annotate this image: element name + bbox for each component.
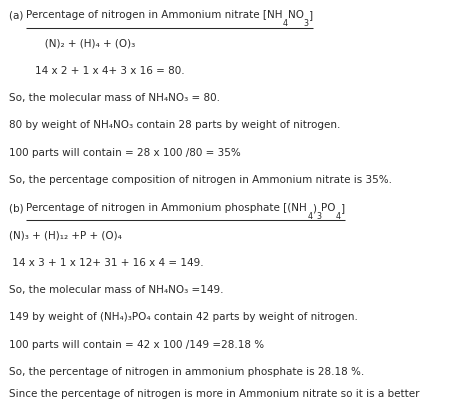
Text: Percentage of nitrogen in Ammonium phosphate [(NH: Percentage of nitrogen in Ammonium phosp… [27, 203, 307, 213]
Text: NO: NO [288, 10, 304, 20]
Text: So, the percentage of nitrogen in ammonium phosphate is 28.18 %.: So, the percentage of nitrogen in ammoni… [9, 366, 364, 376]
Text: (a): (a) [9, 10, 26, 20]
Text: 149 by weight of (NH₄)₃PO₄ contain 42 parts by weight of nitrogen.: 149 by weight of (NH₄)₃PO₄ contain 42 pa… [9, 312, 357, 322]
Text: 100 parts will contain = 28 x 100 /80 = 35%: 100 parts will contain = 28 x 100 /80 = … [9, 147, 240, 157]
Text: 4: 4 [336, 211, 341, 220]
Text: ]: ] [309, 10, 313, 20]
Text: (b): (b) [9, 203, 27, 213]
Text: (N)₂ + (H)₄ + (O)₃: (N)₂ + (H)₄ + (O)₃ [9, 38, 135, 48]
Text: 3: 3 [316, 211, 321, 220]
Text: ): ) [312, 203, 316, 213]
Text: (N)₃ + (H)₁₂ +P + (O)₄: (N)₃ + (H)₁₂ +P + (O)₄ [9, 230, 121, 240]
Text: 14 x 2 + 1 x 4+ 3 x 16 = 80.: 14 x 2 + 1 x 4+ 3 x 16 = 80. [9, 66, 184, 76]
Text: PO: PO [321, 203, 336, 213]
Text: So, the percentage composition of nitrogen in Ammonium nitrate is 35%.: So, the percentage composition of nitrog… [9, 175, 392, 185]
Text: 4: 4 [307, 211, 312, 220]
Text: So, the molecular mass of NH₄NO₃ = 80.: So, the molecular mass of NH₄NO₃ = 80. [9, 93, 219, 103]
Text: 3: 3 [304, 19, 309, 28]
Text: Since the percentage of nitrogen is more in Ammonium nitrate so it is a better: Since the percentage of nitrogen is more… [9, 388, 419, 398]
Text: ]: ] [341, 203, 345, 213]
Text: 80 by weight of NH₄NO₃ contain 28 parts by weight of nitrogen.: 80 by weight of NH₄NO₃ contain 28 parts … [9, 120, 340, 130]
Text: 4: 4 [283, 19, 288, 28]
Text: 14 x 3 + 1 x 12+ 31 + 16 x 4 = 149.: 14 x 3 + 1 x 12+ 31 + 16 x 4 = 149. [9, 257, 203, 267]
Text: Percentage of nitrogen in Ammonium nitrate [NH: Percentage of nitrogen in Ammonium nitra… [26, 10, 283, 20]
Text: So, the molecular mass of NH₄NO₃ =149.: So, the molecular mass of NH₄NO₃ =149. [9, 285, 223, 294]
Text: 100 parts will contain = 42 x 100 /149 =28.18 %: 100 parts will contain = 42 x 100 /149 =… [9, 339, 264, 349]
